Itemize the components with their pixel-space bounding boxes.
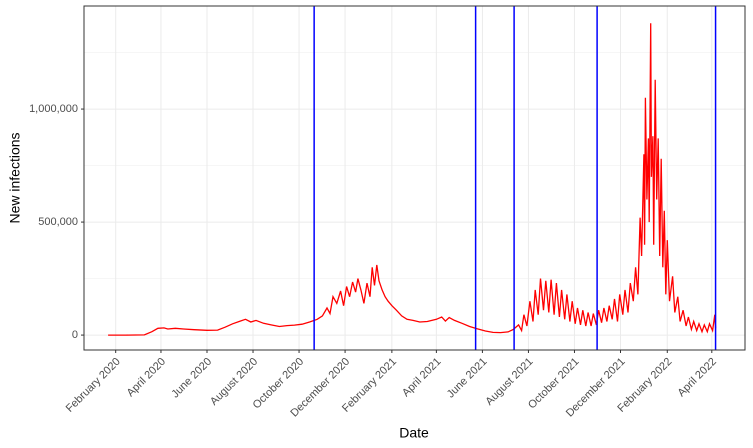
x-tick-label: February 2020 [64, 356, 123, 415]
x-tick-label: June 2020 [169, 356, 214, 401]
y-axis-title: New infections [7, 132, 23, 223]
x-tick-label: June 2021 [445, 356, 490, 401]
x-tick-label: April 2022 [675, 356, 719, 400]
x-tick-label: April 2021 [400, 356, 444, 400]
y-tick-label: 500,000 [38, 216, 78, 228]
y-tick-label: 0 [72, 329, 78, 341]
plot-border [83, 5, 746, 351]
x-tick-label: April 2020 [125, 356, 169, 400]
x-axis-title: Date [399, 425, 429, 441]
line-series [108, 23, 717, 336]
plot-background [84, 6, 745, 350]
y-tick-label: 1,000,000 [29, 103, 78, 115]
